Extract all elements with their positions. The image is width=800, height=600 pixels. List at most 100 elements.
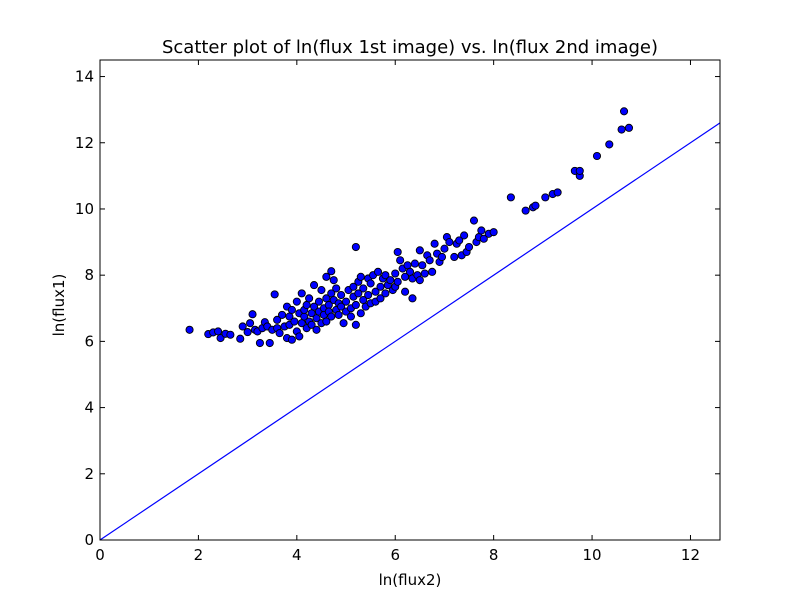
scatter-point	[226, 330, 235, 339]
scatter-point	[371, 287, 380, 296]
scatter-point	[238, 322, 247, 331]
scatter-point	[450, 252, 459, 262]
scatter-point	[376, 282, 385, 291]
scatter-point	[415, 246, 424, 255]
scatter-point	[460, 231, 469, 240]
y-tick-label: 6	[84, 332, 94, 350]
scatter-point	[314, 297, 324, 306]
scatter-point	[403, 261, 412, 270]
scatter-point	[346, 312, 356, 321]
scatter-point	[292, 297, 301, 306]
scatter-point	[322, 317, 331, 326]
scatter-point	[327, 267, 336, 276]
scatter-point	[302, 300, 311, 310]
scatter-point	[364, 290, 373, 300]
scatter-point	[464, 242, 474, 252]
scatter-point	[322, 272, 331, 281]
scatter-point	[619, 107, 629, 116]
scatter-point	[386, 276, 395, 285]
scatter-point	[351, 242, 360, 252]
scatter-point	[381, 289, 390, 298]
scatter-point	[381, 271, 390, 280]
x-tick-label: 4	[292, 546, 302, 564]
reference-line	[100, 122, 720, 540]
scatter-point	[418, 261, 427, 270]
scatter-point	[248, 310, 257, 319]
x-tick-label: 2	[194, 546, 204, 564]
scatter-point	[489, 228, 498, 237]
scatter-point	[356, 272, 365, 281]
scatter-point	[366, 279, 375, 288]
scatter-point	[575, 166, 584, 175]
scatter-point	[351, 320, 360, 329]
scatter-point	[290, 317, 299, 326]
scatter-point	[391, 269, 400, 278]
scatter-point	[425, 256, 434, 265]
scatter-point	[327, 312, 336, 321]
scatter-point	[243, 328, 252, 337]
scatter-point	[354, 289, 363, 298]
scatter-point	[351, 300, 360, 310]
scatter-point	[617, 125, 626, 134]
scatter-point	[506, 193, 515, 202]
scatter-point	[295, 332, 304, 341]
scatter-point	[236, 334, 245, 343]
scatter-point	[479, 234, 488, 243]
scatter-point	[275, 329, 284, 338]
scatter-point	[401, 287, 410, 296]
scatter-point	[287, 305, 296, 314]
scatter-point	[214, 327, 223, 336]
scatter-point	[265, 338, 274, 348]
scatter-point	[477, 226, 486, 235]
scatter-point	[273, 315, 282, 324]
scatter-point	[309, 281, 319, 290]
plot-frame	[99, 59, 721, 541]
scatter-point	[246, 319, 255, 328]
scatter-point	[373, 267, 383, 276]
scatter-point	[401, 272, 410, 281]
scatter-point	[359, 284, 368, 293]
scatter-point	[278, 310, 287, 319]
x-tick-label: 10	[583, 546, 602, 564]
scatter-point	[334, 310, 343, 319]
y-tick-label: 2	[84, 465, 94, 483]
scatter-point	[592, 151, 602, 161]
scatter-point	[309, 302, 319, 311]
y-tick-label: 0	[84, 531, 94, 549]
plot-area: 0 2 4 6 8 10 12 0 2 4 6 8 10 12 14	[75, 59, 721, 564]
scatter-point	[405, 267, 415, 276]
scatter-point	[307, 320, 316, 329]
scatter-point	[430, 239, 439, 248]
scatter-point	[349, 282, 358, 291]
scatter-point	[420, 269, 429, 278]
scatter-point	[393, 277, 402, 286]
x-tick-label: 8	[489, 546, 499, 564]
scatter-point	[337, 290, 346, 300]
scatter-point	[305, 294, 314, 303]
scatter-point	[437, 252, 447, 262]
scatter-point	[408, 294, 417, 303]
scatter-point	[605, 140, 614, 149]
scatter-point	[185, 325, 194, 334]
scatter-point	[553, 188, 562, 197]
scatter-point	[415, 276, 424, 285]
scatter-point	[255, 338, 264, 348]
scatter-point	[455, 236, 464, 245]
scatter-point	[624, 123, 634, 132]
scatter-point	[339, 319, 348, 328]
scatter-point	[410, 259, 419, 268]
scatter-point	[356, 309, 365, 318]
scatter-point	[341, 297, 351, 306]
x-axis-title: ln(flux2)	[379, 571, 442, 589]
x-tick-label: 6	[390, 546, 400, 564]
chart-title: Scatter plot of ln(flux 1st image) vs. l…	[162, 37, 658, 58]
scatter-point	[337, 302, 346, 311]
scatter-point	[531, 201, 540, 210]
scatter-point	[312, 325, 321, 334]
x-tick-label: 0	[95, 546, 105, 564]
scatter-point	[445, 238, 454, 247]
scatter-point	[428, 267, 437, 276]
scatter-point	[329, 276, 338, 285]
